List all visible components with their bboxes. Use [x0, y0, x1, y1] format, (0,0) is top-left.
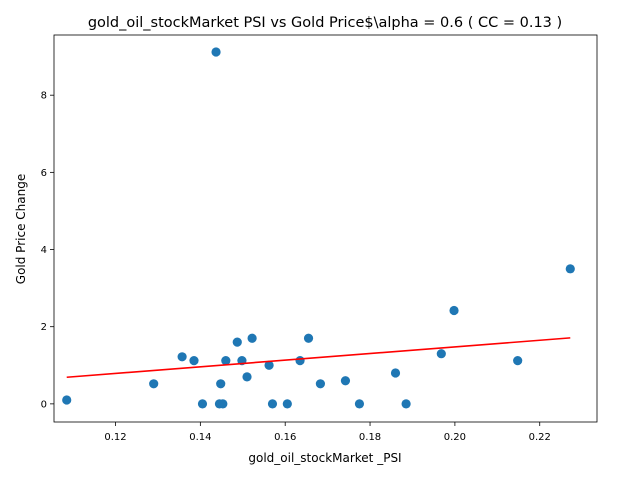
scatter-point — [197, 399, 208, 409]
scatter-point — [232, 337, 242, 347]
scatter-point — [401, 399, 411, 409]
scatter-point — [216, 379, 226, 389]
scatter-point — [177, 352, 187, 362]
scatter-point — [149, 379, 159, 389]
scatter-point — [242, 372, 252, 382]
x-tick-label: 0.12 — [104, 432, 126, 443]
y-tick-label: 8 — [41, 91, 47, 102]
scatter-point — [449, 305, 459, 316]
scatter-point — [340, 376, 351, 386]
chart-title: gold_oil_stockMarket PSI vs Gold Price$\… — [88, 15, 562, 31]
plot-area: 0.12 0.14 0.16 0.18 0.20 0.22 0 2 4 6 8 — [41, 34, 598, 443]
x-tick-label: 0.20 — [444, 432, 466, 443]
scatter-point — [267, 399, 278, 409]
scatter-point — [62, 395, 72, 405]
x-tick-label: 0.22 — [529, 432, 551, 443]
scatter-point — [218, 399, 228, 409]
scatter-point — [189, 356, 199, 366]
scatter-point — [565, 264, 575, 274]
x-axis-label: gold_oil_stockMarket _PSI — [248, 451, 401, 465]
scatter-point — [513, 356, 523, 366]
plot-frame — [53, 34, 598, 423]
y-axis-label: Gold Price Change — [14, 174, 28, 284]
scatter-point — [354, 399, 365, 409]
scatter-point — [282, 399, 292, 409]
scatter-point — [247, 333, 257, 343]
x-tick-label: 0.18 — [359, 432, 381, 443]
scatter-point — [295, 356, 305, 366]
y-tick-label: 6 — [41, 168, 47, 179]
y-tick-label: 4 — [41, 245, 47, 256]
scatter-point — [264, 360, 274, 370]
scatter-point — [315, 379, 326, 389]
scatter-point — [390, 368, 401, 378]
scatter-point — [221, 356, 231, 366]
x-tick-label: 0.14 — [189, 432, 211, 443]
x-tick-label: 0.16 — [274, 432, 296, 443]
scatter-point — [303, 333, 314, 343]
regression-line — [66, 337, 571, 379]
y-tick-label: 0 — [41, 399, 47, 410]
y-tick-label: 2 — [41, 322, 47, 333]
scatter-point — [436, 349, 446, 359]
scatter-point — [211, 47, 221, 57]
